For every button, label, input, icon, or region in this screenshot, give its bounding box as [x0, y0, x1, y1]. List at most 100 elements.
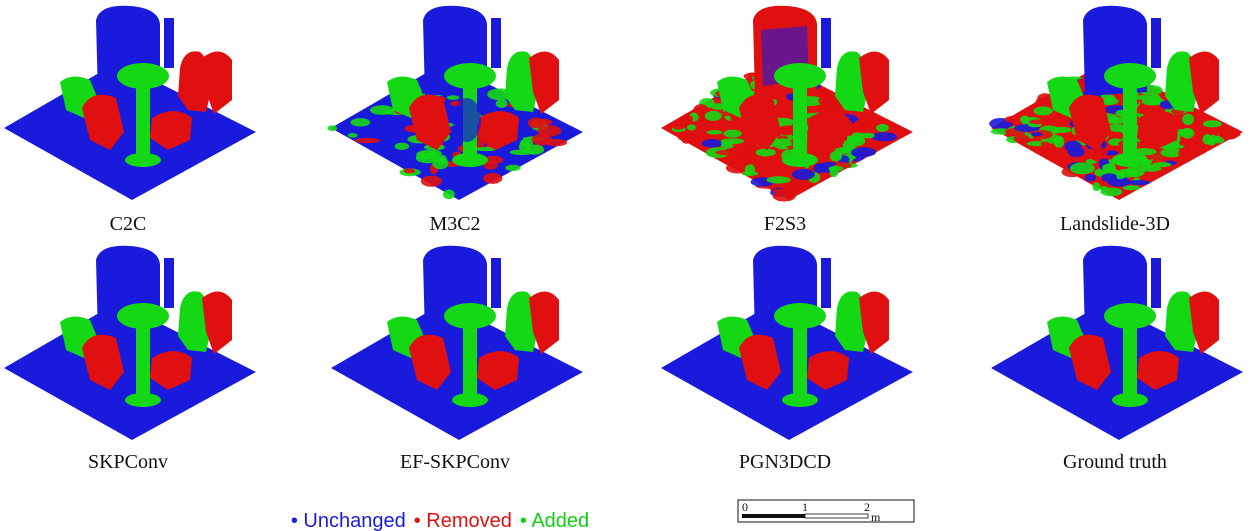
table-stem	[136, 322, 150, 400]
floor-patch	[416, 153, 440, 164]
panel-caption: SKPConv	[88, 451, 168, 473]
floor-patch	[687, 124, 696, 130]
panel-caption: M3C2	[429, 213, 480, 235]
floor-patch	[1070, 163, 1095, 175]
floor-patch	[404, 168, 415, 173]
floor-patch	[1029, 119, 1049, 124]
floor-patch	[496, 99, 508, 108]
table-stem	[136, 82, 150, 160]
shelf	[821, 18, 831, 68]
table-patch	[453, 98, 481, 142]
floor-patch	[778, 125, 795, 135]
floor-patch	[814, 163, 826, 173]
floor-patch	[707, 130, 723, 134]
scale-segment	[805, 514, 868, 518]
floor-patch	[327, 125, 337, 131]
floor-patch	[756, 148, 776, 156]
floor-patch	[1064, 141, 1081, 152]
table-base	[1112, 153, 1148, 167]
floor-patch	[736, 144, 755, 148]
floor-patch	[819, 89, 831, 97]
legend: • Unchanged• Removed• Added	[291, 510, 589, 531]
panel-caption: PGN3DCD	[739, 451, 831, 473]
floor-patch	[1101, 173, 1117, 182]
panel	[991, 246, 1243, 440]
floor-patch	[792, 169, 815, 180]
floor-patch	[1014, 134, 1030, 143]
panel	[4, 246, 256, 440]
table-stem	[1123, 82, 1137, 160]
table-base	[125, 393, 161, 407]
floor-patch	[828, 166, 843, 172]
floor-patch	[1203, 120, 1222, 127]
shelf	[1151, 258, 1161, 308]
floor-patch	[847, 136, 865, 146]
floor-patch	[443, 189, 455, 199]
table-stem	[793, 82, 807, 160]
floor-patch	[702, 139, 723, 147]
floor-patch	[395, 143, 410, 150]
floor-patch	[742, 171, 758, 176]
floor-patch	[534, 119, 552, 126]
table-stem	[463, 322, 477, 400]
panel	[4, 6, 256, 200]
floor-patch	[447, 95, 459, 100]
floor-patch	[673, 123, 685, 130]
panel-caption: F2S3	[764, 213, 806, 235]
floor-patch	[348, 133, 358, 138]
floor-patch	[355, 138, 381, 143]
floor-patch	[483, 173, 502, 184]
floor-patch	[1033, 106, 1052, 115]
table-top	[117, 303, 169, 329]
table-base	[452, 153, 488, 167]
panel	[661, 6, 913, 202]
shelf	[491, 18, 501, 68]
floor-patch	[678, 135, 701, 141]
figure: C2CM3C2F2S3Landslide-3DSKPConvEF-SKPConv…	[0, 0, 1255, 531]
floor-patch	[1207, 138, 1215, 145]
floor-patch	[1055, 115, 1066, 123]
shelf	[1151, 18, 1161, 68]
floor-patch	[1152, 162, 1171, 167]
floor-patch	[830, 151, 842, 161]
scale-segment	[742, 514, 805, 518]
floor-patch	[1128, 180, 1151, 185]
table-base	[1112, 393, 1148, 407]
panel-caption: C2C	[110, 213, 147, 235]
panel-caption: Landslide-3D	[1060, 213, 1170, 235]
floor-patch	[721, 138, 744, 144]
shelf	[164, 18, 174, 68]
floor-patch	[818, 97, 827, 105]
floor-patch	[1117, 169, 1139, 178]
floor-patch	[694, 104, 709, 114]
floor-patch	[1178, 149, 1190, 158]
shelf	[821, 258, 831, 308]
floor-patch	[705, 111, 722, 121]
table-base	[782, 153, 818, 167]
floor-patch	[1122, 185, 1140, 190]
floor-patch	[1054, 137, 1065, 148]
legend-entry: • Removed	[414, 510, 512, 531]
table-top	[117, 63, 169, 89]
floor-patch	[851, 147, 876, 157]
legend-line: • Unchanged• Removed• Added	[291, 510, 589, 531]
scale-tick: 0	[742, 500, 748, 514]
table-top	[1104, 303, 1156, 329]
table-base	[452, 393, 488, 407]
table-top	[774, 63, 826, 89]
floor-patch	[861, 133, 875, 139]
table-top	[444, 63, 496, 89]
panel	[327, 6, 583, 200]
table-stem	[1123, 322, 1137, 400]
floor-patch	[1219, 129, 1239, 140]
floor-patch	[1020, 115, 1030, 123]
floor-patch	[505, 165, 520, 172]
floor-patch	[773, 189, 796, 194]
floor-patch	[1092, 182, 1100, 191]
floor-patch	[716, 150, 742, 156]
floor-patch	[742, 154, 752, 165]
table-top	[1104, 63, 1156, 89]
table-top	[444, 303, 496, 329]
floor-patch	[1041, 142, 1050, 147]
table-base	[125, 153, 161, 167]
